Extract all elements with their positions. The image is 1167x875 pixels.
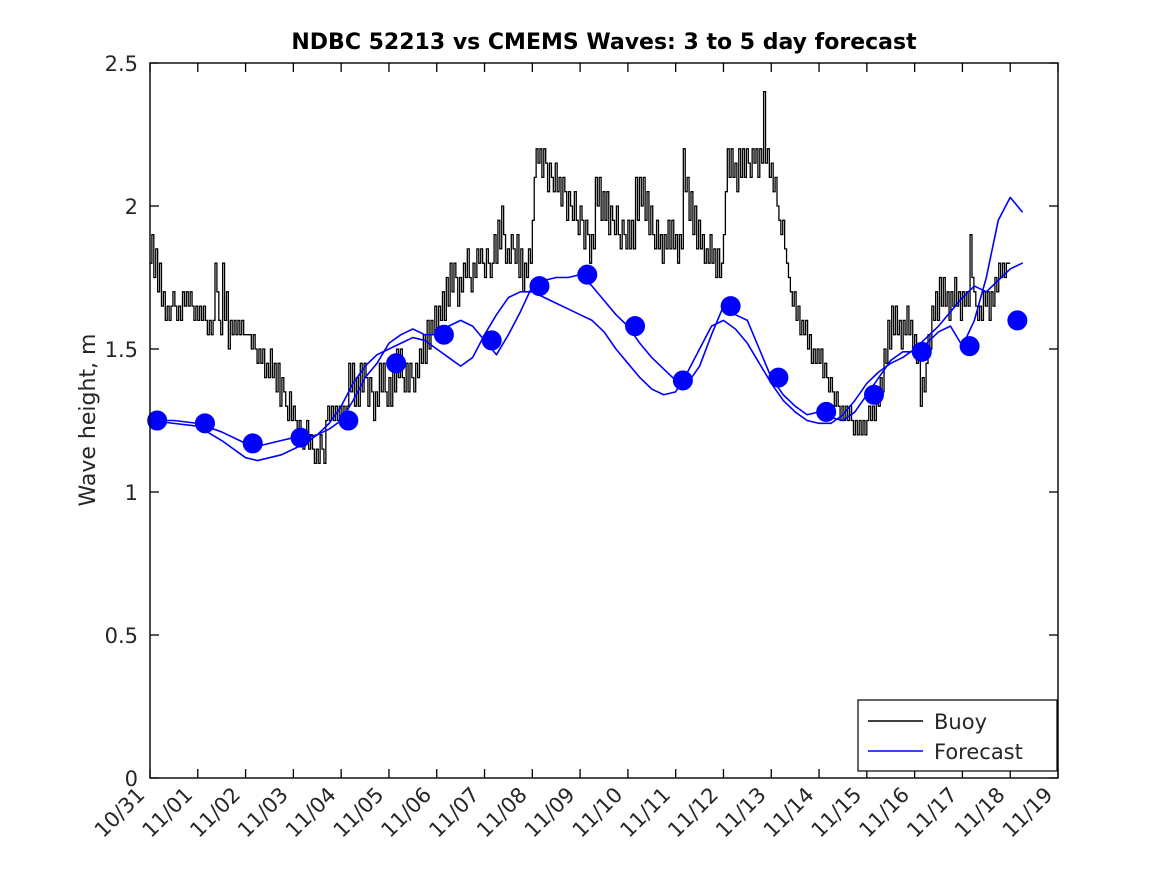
axes-frame <box>149 62 1059 779</box>
forecast-marker <box>720 296 741 317</box>
forecast-markers <box>147 264 1028 454</box>
y-axis-title: Wave height, m <box>76 334 101 507</box>
y-tick-label: 2.5 <box>105 52 138 76</box>
forecast-marker <box>242 433 263 454</box>
legend-label-forecast: Forecast <box>934 740 1023 764</box>
y-tick-label: 0 <box>125 767 138 791</box>
forecast-marker <box>816 401 837 422</box>
y-tick-label: 2 <box>125 195 138 219</box>
forecast-marker <box>577 264 598 285</box>
forecast-marker <box>672 370 693 391</box>
forecast-marker <box>433 324 454 345</box>
forecast-series-line-3day <box>149 196 1023 448</box>
forecast-marker <box>959 336 980 357</box>
plot-area <box>147 90 1028 465</box>
forecast-marker <box>147 410 168 431</box>
forecast-marker <box>338 410 359 431</box>
buoy-series-line <box>150 90 1011 465</box>
y-axis: 0 0.5 1 1.5 2 2.5 <box>105 52 1058 791</box>
y-tick-label: 1.5 <box>105 338 138 362</box>
forecast-marker <box>625 316 646 337</box>
forecast-marker <box>386 353 407 374</box>
y-tick-label: 0.5 <box>105 624 138 648</box>
forecast-marker <box>864 384 885 405</box>
forecast-marker <box>194 413 215 434</box>
forecast-marker <box>529 276 550 297</box>
forecast-series-line-5day <box>149 262 1023 462</box>
y-tick-label: 1 <box>125 481 138 505</box>
forecast-marker <box>290 427 311 448</box>
forecast-marker <box>911 341 932 362</box>
chart-legend: Buoy Forecast <box>857 699 1058 772</box>
legend-label-buoy: Buoy <box>934 710 987 734</box>
forecast-marker <box>768 367 789 388</box>
chart-title: NDBC 52213 vs CMEMS Waves: 3 to 5 day fo… <box>291 30 917 55</box>
forecast-marker <box>481 330 502 351</box>
forecast-marker <box>1007 310 1028 331</box>
legend-background <box>857 699 1058 772</box>
